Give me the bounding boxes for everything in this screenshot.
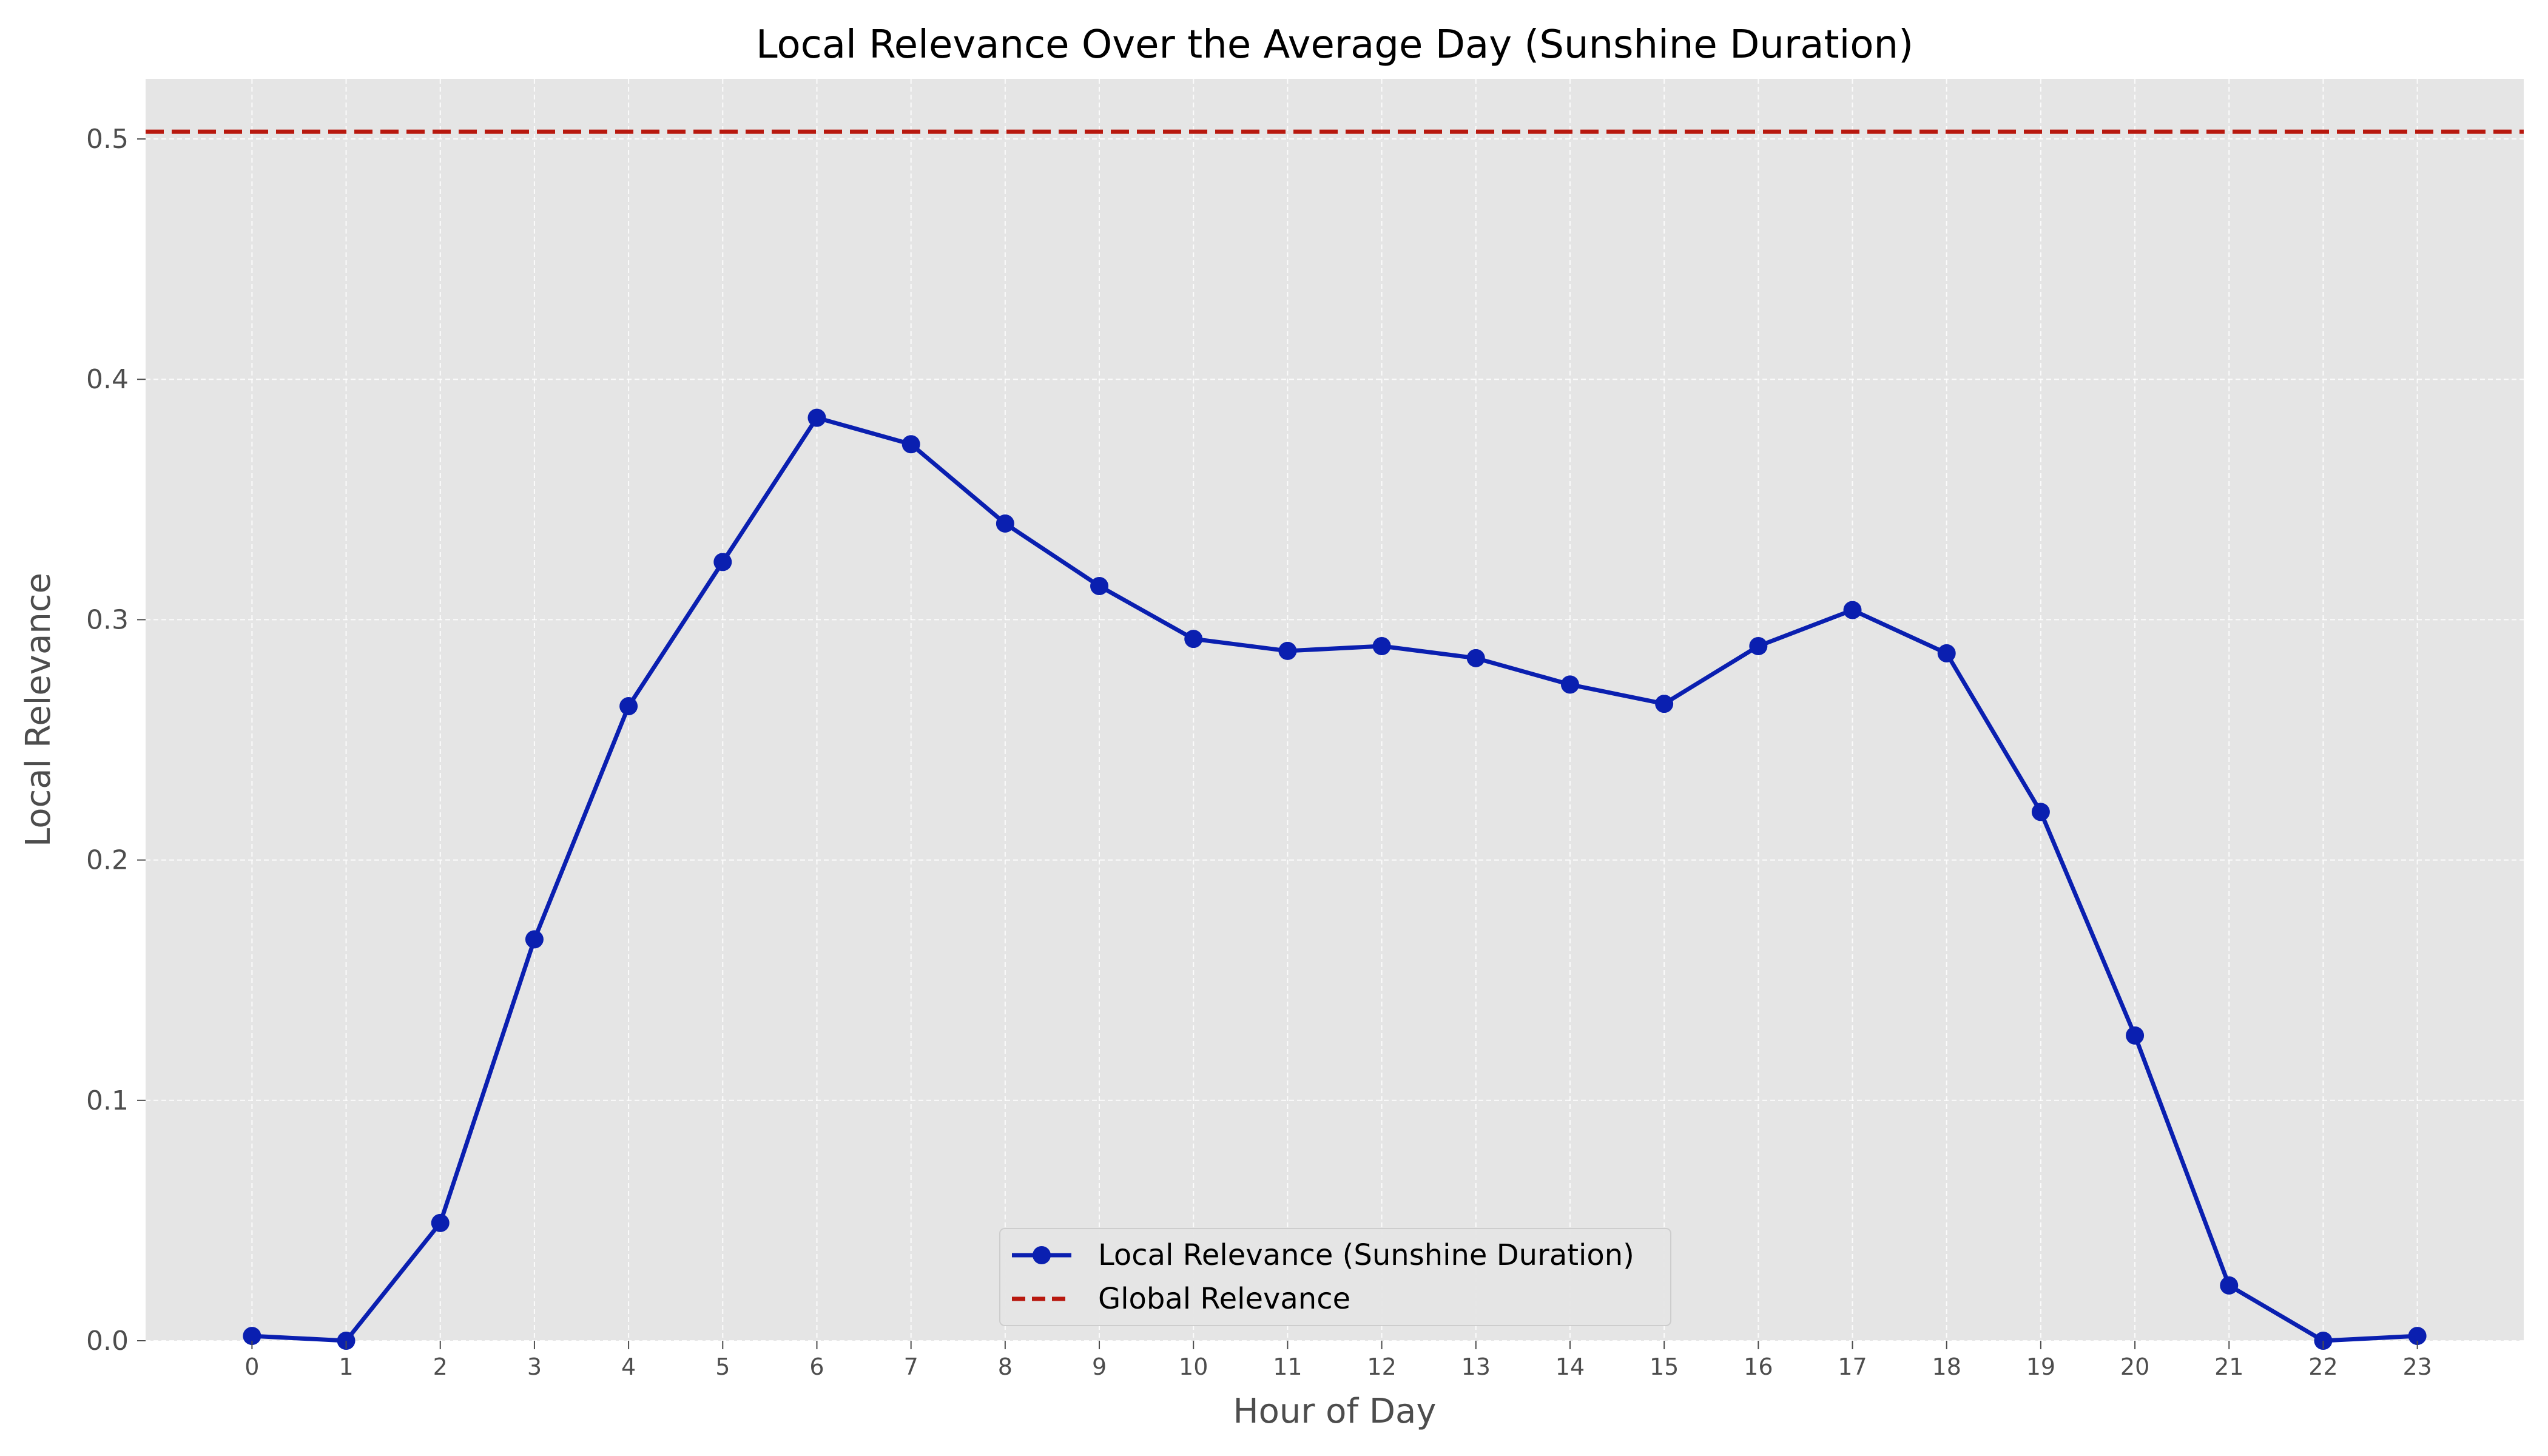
x-tick-label: 15 <box>1650 1353 1679 1380</box>
data-point <box>431 1213 450 1232</box>
x-tick-label: 9 <box>1092 1353 1107 1380</box>
chart-title: Local Relevance Over the Average Day (Su… <box>756 22 1913 67</box>
data-point <box>2408 1327 2427 1346</box>
data-point <box>2031 803 2050 821</box>
data-point <box>902 435 920 454</box>
y-tick-label: 0.4 <box>86 364 129 395</box>
y-tick-label: 0.0 <box>86 1326 129 1357</box>
data-point <box>807 408 826 427</box>
legend-marker-local-relevance <box>1033 1246 1051 1264</box>
y-tick-label: 0.2 <box>86 845 129 876</box>
x-tick-label: 6 <box>809 1353 824 1380</box>
x-tick-label: 16 <box>1744 1353 1773 1380</box>
data-point <box>243 1327 261 1346</box>
x-tick-label: 4 <box>621 1353 636 1380</box>
x-tick-label: 5 <box>715 1353 730 1380</box>
data-point <box>713 553 732 571</box>
x-tick-label: 22 <box>2308 1353 2337 1380</box>
data-point <box>1278 641 1297 660</box>
legend-box <box>999 1228 1671 1326</box>
data-point <box>525 930 544 949</box>
data-point <box>1937 644 1956 662</box>
x-tick-label: 1 <box>339 1353 353 1380</box>
x-axis-title: Hour of Day <box>1233 1392 1436 1431</box>
data-point <box>1090 576 1109 595</box>
data-point <box>1655 695 1674 713</box>
x-tick-label: 7 <box>904 1353 918 1380</box>
legend: Local Relevance (Sunshine Duration) Glob… <box>999 1228 1671 1326</box>
y-tick-label: 0.3 <box>86 604 129 635</box>
data-point <box>1372 637 1391 656</box>
x-tick-label: 14 <box>1555 1353 1585 1380</box>
x-tick-label: 19 <box>2026 1353 2055 1380</box>
x-tick-label: 23 <box>2402 1353 2432 1380</box>
data-point <box>1184 630 1203 649</box>
x-tick-label: 0 <box>244 1353 259 1380</box>
x-tick-label: 3 <box>527 1353 542 1380</box>
x-tick-label: 17 <box>1838 1353 1867 1380</box>
x-tick-label: 12 <box>1367 1353 1396 1380</box>
data-point <box>996 514 1014 533</box>
y-axis-title: Local Relevance <box>19 573 58 847</box>
y-tick-label: 0.1 <box>86 1085 129 1116</box>
data-point <box>1560 675 1579 694</box>
x-tick-label: 18 <box>1932 1353 1961 1380</box>
y-axis-ticks: 0.0 0.1 0.2 0.3 0.4 0.5 <box>86 124 146 1357</box>
series-layer <box>243 408 2427 1350</box>
data-point <box>619 697 638 716</box>
series-line-local-relevance <box>249 416 2420 1343</box>
x-tick-label: 13 <box>1461 1353 1491 1380</box>
data-point <box>2126 1026 2145 1045</box>
x-tick-label: 10 <box>1179 1353 1208 1380</box>
y-tick-label: 0.5 <box>86 124 129 155</box>
plot-area <box>146 79 2524 1341</box>
x-tick-label: 2 <box>433 1353 448 1380</box>
x-axis-ticks: 0 1 2 3 4 5 6 7 8 9 10 11 12 13 14 15 16 17 18 19 20 21 22 23 <box>244 1341 2432 1380</box>
data-point <box>1843 601 1862 619</box>
data-point <box>2220 1276 2239 1295</box>
x-tick-label: 8 <box>998 1353 1013 1380</box>
data-point <box>1466 649 1485 667</box>
x-tick-label: 20 <box>2120 1353 2149 1380</box>
data-point <box>1749 637 1768 656</box>
legend-label-global-relevance: Global Relevance <box>1098 1282 1350 1316</box>
legend-label-local-relevance: Local Relevance (Sunshine Duration) <box>1098 1238 1634 1272</box>
x-tick-label: 21 <box>2214 1353 2243 1380</box>
x-tick-label: 11 <box>1273 1353 1302 1380</box>
